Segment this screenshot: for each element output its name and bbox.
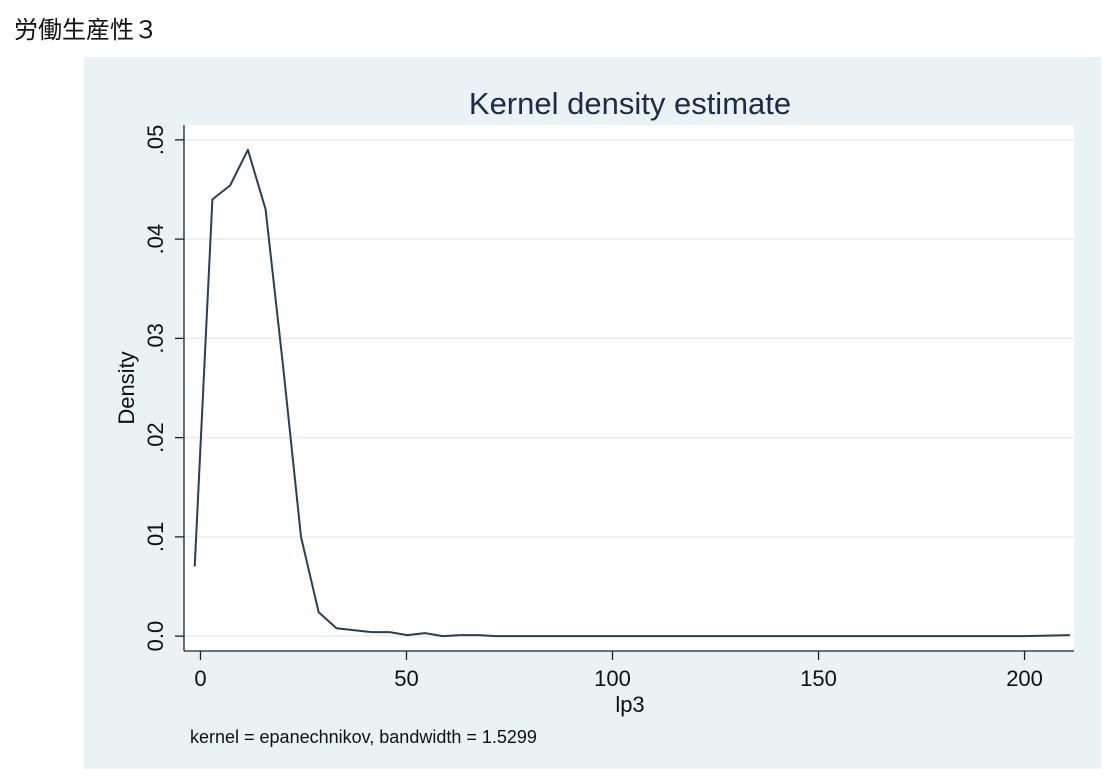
x-tick-label: 0 [194, 666, 206, 691]
x-tick-label: 150 [800, 666, 837, 691]
plot-area [184, 125, 1074, 651]
x-ticks: 0 50 100 150 200 [194, 651, 1043, 691]
y-ticks: 0.0 .01 .02 .03 .04 .05 [143, 125, 184, 652]
kernel-density-chart: Kernel density estimate 0.0 .01 .02 .03 .04.… [114, 86, 1074, 747]
x-tick-label: 200 [1006, 666, 1043, 691]
y-tick-label: .05 [143, 125, 168, 156]
bandwidth-note: kernel = epanechnikov, bandwidth = 1.529… [190, 727, 537, 747]
y-tick-label: .04 [143, 224, 168, 255]
density-curve [193, 148, 1070, 638]
y-axis-title: Density [114, 351, 139, 424]
y-tick-label: .03 [143, 323, 168, 354]
chart-panel: Kernel density estimate 0.0 .01 .02 .03 .04.… [84, 57, 1101, 769]
y-tick-label: 0.0 [143, 621, 168, 652]
x-tick-label: 100 [594, 666, 631, 691]
x-axis-title: lp3 [615, 692, 644, 717]
chart-title: Kernel density estimate [469, 86, 791, 121]
y-tick-label: .01 [143, 522, 168, 553]
x-tick-label: 50 [394, 666, 418, 691]
y-tick-label: .02 [143, 422, 168, 453]
page-heading: 労働生産性３ [14, 16, 158, 44]
